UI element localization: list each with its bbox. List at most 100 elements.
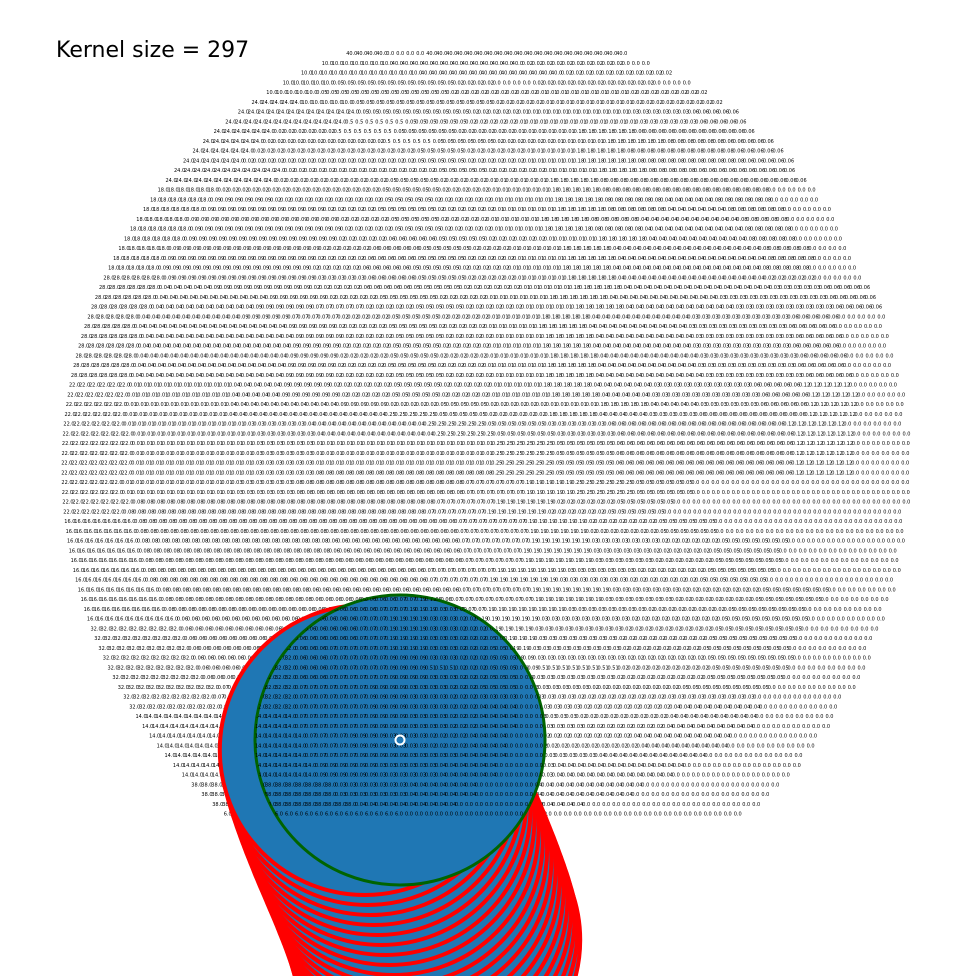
grid-value: 0.09 [213,207,224,213]
grid-value: 0.19 [568,587,579,593]
grid-value: 0.05 [416,178,427,184]
grid-value: 0.19 [567,539,578,545]
grid-value: 0.06 [651,470,662,476]
grid-value: 0.25 [395,412,406,418]
grid-value: 0.04 [281,334,292,340]
grid-value: 0.02 [263,139,274,145]
grid-value: 0.19 [579,548,590,554]
grid-value: 16.0 [96,529,107,535]
grid-value: 0.03 [658,110,669,116]
grid-value: 0.04 [249,383,260,389]
grid-value: 0.02 [596,529,607,535]
grid-value: 0.19 [538,587,549,593]
grid-value: 0.01 [582,100,593,106]
grid-value: 0.01 [501,334,512,340]
grid-value: 0.03 [631,558,642,564]
grid-value: 0.08 [154,519,165,525]
grid-value: 0.01 [461,461,472,467]
grid-value: 24.0 [184,168,195,174]
grid-value: 0.0 [794,636,802,642]
grid-value: 24.0 [216,178,227,184]
grid-value: 0.0 [854,519,862,525]
grid-value: 0.0 [798,665,806,671]
grid-value: 0.05 [704,519,715,525]
grid-value: 0.0 [857,392,865,398]
grid-value: 0.06 [775,412,786,418]
grid-value: 0.05 [406,353,417,359]
grid-value: 0.02 [643,80,654,86]
grid-value: 0.12 [825,412,836,418]
grid-value: 0.04 [613,363,624,369]
grid-value: 0.04 [699,285,710,291]
grid-value: 0.18 [579,383,590,389]
grid-value: 22.0 [75,412,86,418]
grid-value: 18.0 [156,217,167,223]
grid-value: 0.03 [631,597,642,603]
grid-value: 0.09 [208,246,219,252]
grid-value: 0.05 [764,607,775,613]
grid-value: 0.07 [502,490,513,496]
grid-value: 0.01 [152,441,163,447]
grid-value: 24.0 [214,129,225,135]
grid-value: 0.0 [828,246,836,252]
grid-value: 0.02 [353,139,364,145]
grid-value: 0.03 [771,373,782,379]
grid-value: 0.09 [168,246,179,252]
grid-value: 0.19 [552,490,563,496]
grid-value: 0.18 [549,383,560,389]
grid-value: 0.03 [718,344,729,350]
grid-value: 0.03 [738,344,749,350]
grid-value: 0.0 [863,431,871,437]
grid-value: 0.08 [269,548,280,554]
grid-value: 0.01 [500,197,511,203]
grid-value: 0.18 [590,197,601,203]
grid-value: 0.09 [234,236,245,242]
grid-value: 0.09 [273,207,284,213]
grid-value: 0.0 [902,490,910,496]
grid-value: 0.05 [333,80,344,86]
grid-value: 24.0 [268,110,279,116]
grid-value: 0.04 [266,353,277,359]
grid-value: 0.02 [351,373,362,379]
grid-value: 0.02 [333,139,344,145]
grid-value: 0.06 [807,314,818,320]
grid-value: 0.02 [467,392,478,398]
grid-value: 0.09 [240,197,251,203]
grid-value: 0.04 [584,324,595,330]
grid-value: 0.08 [666,178,677,184]
grid-value: 0.07 [488,587,499,593]
grid-value: 0.18 [634,236,645,242]
grid-value: 0.0 [833,656,841,662]
grid-value: 0.04 [261,373,272,379]
grid-value: 0.07 [321,305,332,311]
grid-value: 0.04 [247,392,258,398]
grid-value: 0.19 [513,509,524,515]
grid-value: 0.08 [422,500,433,506]
grid-value: 0.18 [593,158,604,164]
grid-value: 0.08 [179,548,190,554]
grid-value: 0.0 [733,509,741,515]
grid-value: 0.0 [782,500,790,506]
grid-value: 0.05 [714,636,725,642]
grid-value: 0.06 [218,646,229,652]
grid-value: 22.0 [103,422,114,428]
grid-value: 0.06 [305,578,316,584]
grid-value: 0.0 [848,344,856,350]
grid-value: 0.03 [603,568,614,574]
grid-value: 0.05 [416,217,427,223]
grid-value: 0.0 [837,314,845,320]
grid-value: 0.04 [629,383,640,389]
grid-value: 0.09 [233,256,244,262]
grid-value: 0.08 [596,178,607,184]
grid-value: 0.03 [617,617,628,623]
grid-value: 0.08 [324,519,335,525]
grid-value: 0.09 [280,227,291,233]
grid-value: 0.0 [806,217,814,223]
grid-value: 0.06 [671,461,682,467]
grid-value: 0.06 [732,441,743,447]
grid-value: 0.0 [838,665,846,671]
grid-value: 0.01 [206,402,217,408]
grid-value: 0.02 [718,587,729,593]
grid-value: 0.18 [599,285,610,291]
grid-value: 0.03 [675,119,686,125]
